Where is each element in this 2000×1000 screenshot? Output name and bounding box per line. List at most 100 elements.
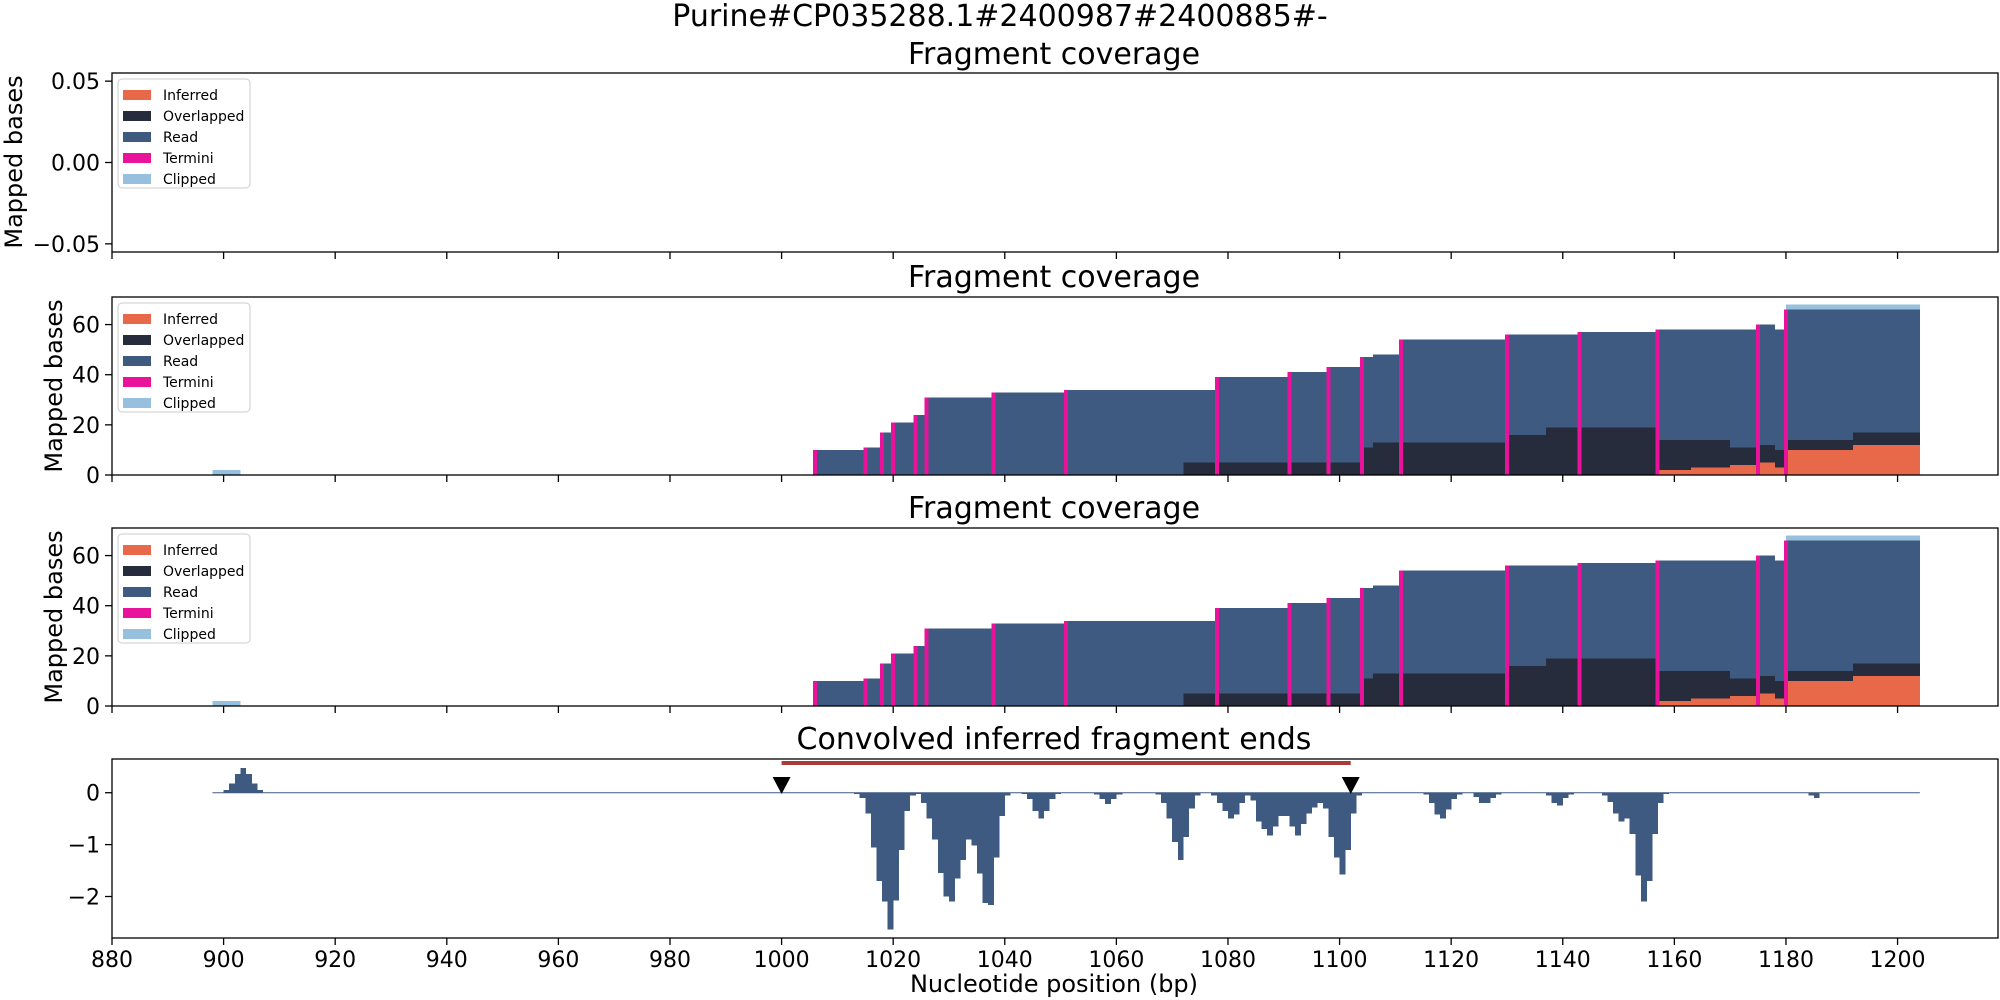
convolved-bar xyxy=(1021,792,1028,794)
convolved-bar xyxy=(1032,792,1039,811)
x-tick-label: 1120 xyxy=(1423,948,1479,973)
read-area xyxy=(1183,389,1217,475)
convolved-bar xyxy=(1557,792,1564,806)
convolved-bar xyxy=(245,774,252,793)
inferred-area xyxy=(1785,680,1853,706)
convolved-bar xyxy=(1635,792,1642,876)
read-area xyxy=(882,663,894,706)
convolved-bar xyxy=(1657,792,1664,804)
convolved-bar xyxy=(971,792,978,846)
legend-swatch-clipped xyxy=(123,398,151,408)
termini-mark xyxy=(1756,324,1761,475)
convolved-bar xyxy=(1562,792,1569,798)
legend-label-overlapped: Overlapped xyxy=(163,109,244,125)
termini-mark xyxy=(991,623,996,706)
overlapped-area xyxy=(1239,462,1290,475)
x-tick-label: 1160 xyxy=(1646,948,1702,973)
overlapped-area xyxy=(1506,434,1547,475)
panel-3-title: Fragment coverage xyxy=(908,491,1200,526)
termini-mark xyxy=(924,628,929,706)
convolved-bar xyxy=(1445,792,1452,810)
convolved-bar xyxy=(1813,792,1820,798)
convolved-bar xyxy=(909,792,916,796)
read-area xyxy=(926,628,994,706)
convolved-bar xyxy=(898,792,905,850)
convolved-bar xyxy=(1267,792,1273,836)
convolved-bar xyxy=(948,792,955,902)
inferred-area xyxy=(1774,698,1786,706)
read-area xyxy=(1774,329,1786,475)
convolved-bar xyxy=(854,792,861,794)
termini-mark xyxy=(863,447,868,475)
x-tick-label: 940 xyxy=(426,948,468,973)
legend-label-clipped: Clipped xyxy=(163,627,216,643)
convolved-bar xyxy=(1239,792,1246,804)
convolved-bar xyxy=(1473,792,1480,797)
x-tick-label: 1020 xyxy=(865,948,921,973)
inferred-area xyxy=(1852,675,1920,706)
y-tick-label: −0.05 xyxy=(33,233,100,258)
inferred-area xyxy=(1657,469,1692,475)
overlapped-area xyxy=(1579,658,1658,706)
clipped-top xyxy=(1785,304,1920,310)
convolved-bar xyxy=(1350,792,1357,814)
overlapped-area xyxy=(1289,693,1329,706)
convolved-bar xyxy=(1177,792,1184,861)
read-area xyxy=(882,432,894,475)
legend-swatch-overlapped xyxy=(123,335,151,345)
read-area xyxy=(1328,367,1362,475)
convolved-bar xyxy=(999,792,1006,817)
read-area xyxy=(1239,608,1290,706)
convolved-bar xyxy=(1317,792,1324,804)
convolved-bar xyxy=(1255,792,1262,822)
convolved-bar xyxy=(1440,792,1446,819)
legend-label-inferred: Inferred xyxy=(163,88,218,104)
termini-mark xyxy=(1287,603,1292,706)
termini-mark xyxy=(1756,555,1761,706)
legend-label-overlapped: Overlapped xyxy=(163,564,244,580)
legend-label-inferred: Inferred xyxy=(163,312,218,328)
convolved-bar xyxy=(1333,792,1340,858)
coverage-panel-2: Fragment coverage Mapped bases 0 20 40 60 I… xyxy=(40,260,1999,489)
convolved-bar xyxy=(993,792,1000,858)
inferred-area xyxy=(1730,464,1759,475)
convolved-bar xyxy=(1456,792,1463,795)
convolved-bar xyxy=(1607,792,1614,803)
overlapped-area xyxy=(1657,670,1692,706)
convolved-bar xyxy=(1652,792,1658,835)
termini-mark xyxy=(1064,620,1069,706)
convolved-bar xyxy=(921,792,927,804)
overlapped-area xyxy=(1373,673,1401,706)
read-area xyxy=(1239,377,1290,475)
convolved-bar xyxy=(1646,792,1653,881)
convolved-bar xyxy=(1222,792,1229,811)
termini-mark xyxy=(880,663,885,706)
y-tick-label: 0 xyxy=(86,695,100,720)
read-area xyxy=(1216,377,1240,475)
convolved-bar xyxy=(1110,792,1117,799)
convolved-bar xyxy=(1289,792,1296,827)
read-area xyxy=(1774,560,1786,706)
convolved-bar xyxy=(988,792,994,905)
termini-mark xyxy=(1064,389,1069,475)
convolved-bar xyxy=(1161,792,1167,804)
overlapped-area xyxy=(1546,427,1580,475)
x-tick-label: 1040 xyxy=(977,948,1033,973)
convolved-bar xyxy=(965,792,972,840)
panel-2-frame xyxy=(111,296,1999,476)
convolved-bar xyxy=(1551,792,1558,804)
read-area xyxy=(1066,620,1184,706)
inferred-area xyxy=(1691,467,1731,475)
termini-mark xyxy=(1214,377,1219,475)
panel-2-ylabel: Mapped bases xyxy=(40,299,68,472)
inferred-area xyxy=(1852,444,1920,475)
convolved-bar xyxy=(904,792,911,811)
fragment-end-marker xyxy=(1341,777,1360,794)
overlapped-area xyxy=(1774,449,1786,475)
convolved-bar xyxy=(1027,792,1033,799)
x-tick-label: 1180 xyxy=(1758,948,1814,973)
fragment-end-marker xyxy=(772,777,791,794)
overlapped-area xyxy=(1183,462,1217,475)
clipped-bar xyxy=(212,700,241,706)
y-tick-label: 0.00 xyxy=(51,152,100,177)
